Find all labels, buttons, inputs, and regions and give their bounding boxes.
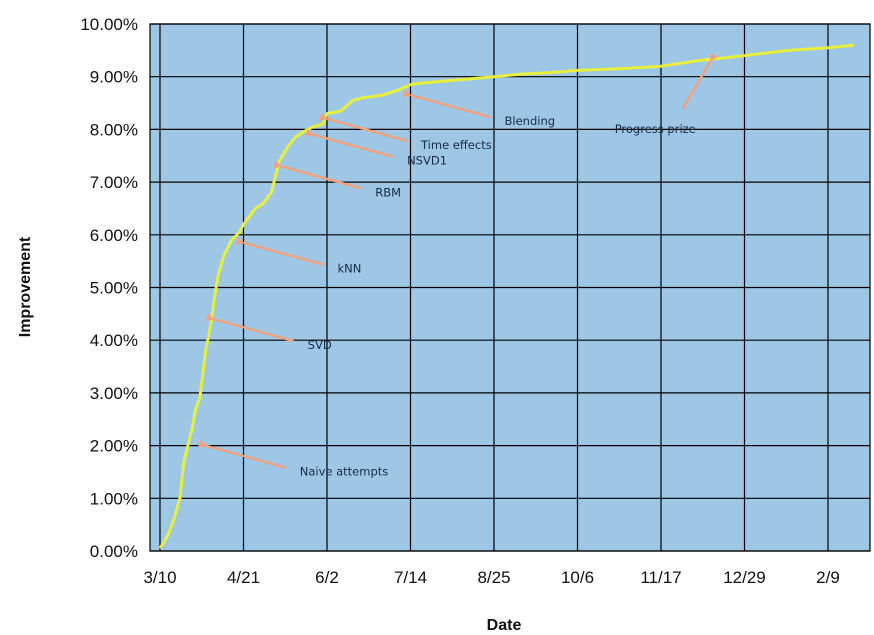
x-axis-ticks: 3/10 4/21 6/2 7/14 8/25 10/6 11/17 12/29 2/9 xyxy=(143,568,839,587)
y-tick-label: 0.00% xyxy=(90,542,138,561)
annotation-label: Time effects xyxy=(420,138,492,152)
x-tick-label: 6/2 xyxy=(315,568,339,587)
annotation-arrow xyxy=(197,439,287,469)
y-tick-label: 3.00% xyxy=(90,384,138,403)
y-tick-label: 1.00% xyxy=(90,489,138,508)
annotation-label: Progress prize xyxy=(615,122,696,136)
annotation-label: Blending xyxy=(505,114,556,128)
y-tick-label: 9.00% xyxy=(90,68,138,87)
annotation-label: kNN xyxy=(338,262,362,276)
y-tick-label: 10.00% xyxy=(80,15,138,34)
x-tick-label: 11/17 xyxy=(640,568,681,587)
x-tick-label: 12/29 xyxy=(723,568,766,587)
annotation-arrow xyxy=(319,113,408,143)
annotation-label: NSVD1 xyxy=(407,154,447,168)
annotation-arrow xyxy=(205,313,294,343)
y-axis-title: Improvement xyxy=(17,236,34,337)
plot-border xyxy=(149,23,871,552)
y-tick-label: 8.00% xyxy=(90,120,138,139)
annotation-arrow xyxy=(402,89,491,119)
y-tick-label: 4.00% xyxy=(90,331,138,350)
x-tick-label: 4/21 xyxy=(227,568,260,587)
x-tick-label: 8/25 xyxy=(477,568,510,587)
annotation-arrow xyxy=(273,160,362,190)
annotation-arrow xyxy=(305,128,394,158)
y-tick-label: 2.00% xyxy=(90,437,138,456)
annotation-label: SVD xyxy=(308,338,332,352)
x-tick-label: 2/9 xyxy=(816,568,840,587)
annotations: Naive attempts SVD kNN RBM NSVD1 Time effects… xyxy=(197,52,718,479)
y-tick-label: 5.00% xyxy=(90,279,138,298)
y-tick-label: 7.00% xyxy=(90,173,138,192)
x-tick-label: 7/14 xyxy=(394,568,427,587)
y-tick-label: 6.00% xyxy=(90,226,138,245)
annotation-label: Naive attempts xyxy=(300,465,389,479)
annotation-arrow xyxy=(681,52,718,110)
annotation-arrow xyxy=(235,236,324,266)
x-tick-label: 10/6 xyxy=(561,568,594,587)
annotation-label: RBM xyxy=(375,185,401,199)
x-tick-label: 3/10 xyxy=(143,568,176,587)
x-axis-title: Date xyxy=(487,617,522,634)
y-axis-ticks: 0.00% 1.00% 2.00% 3.00% 4.00% 5.00% 6.00% 7.00%… xyxy=(80,15,138,561)
